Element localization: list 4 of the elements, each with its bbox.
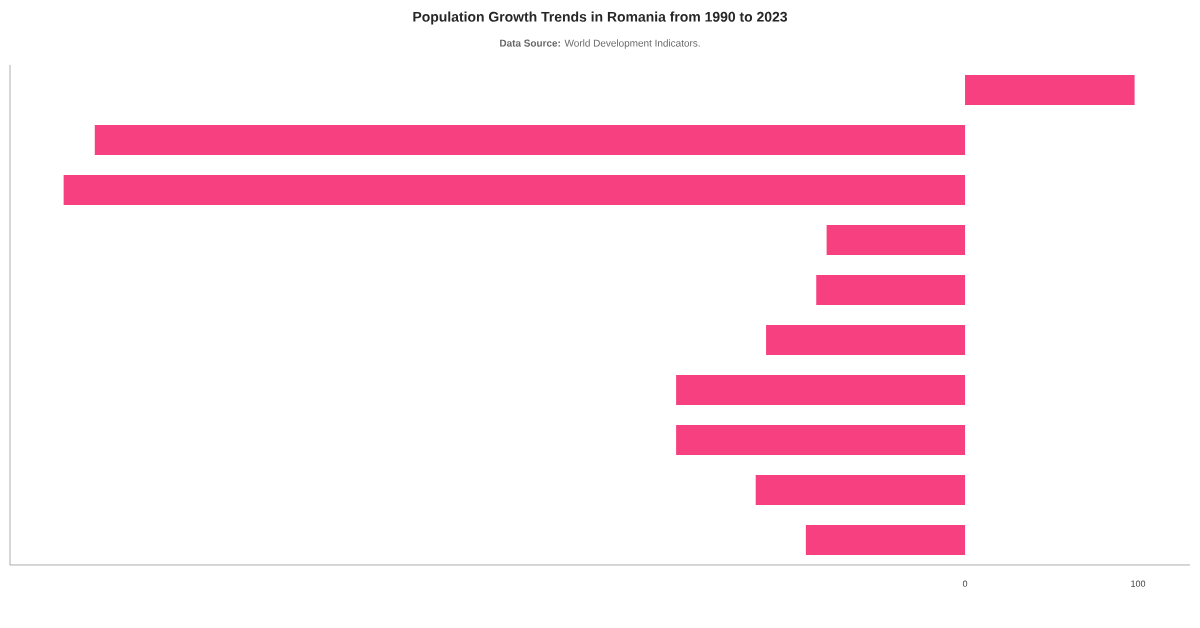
- x-tick-label: 100: [1131, 580, 1146, 587]
- chart-title: Population Growth Trends in Romania from 1990 to 2023: [413, 11, 788, 25]
- x-tick-label: 0: [962, 580, 968, 587]
- chart-subtitle: Data Source: World Development Indicators.: [500, 39, 700, 49]
